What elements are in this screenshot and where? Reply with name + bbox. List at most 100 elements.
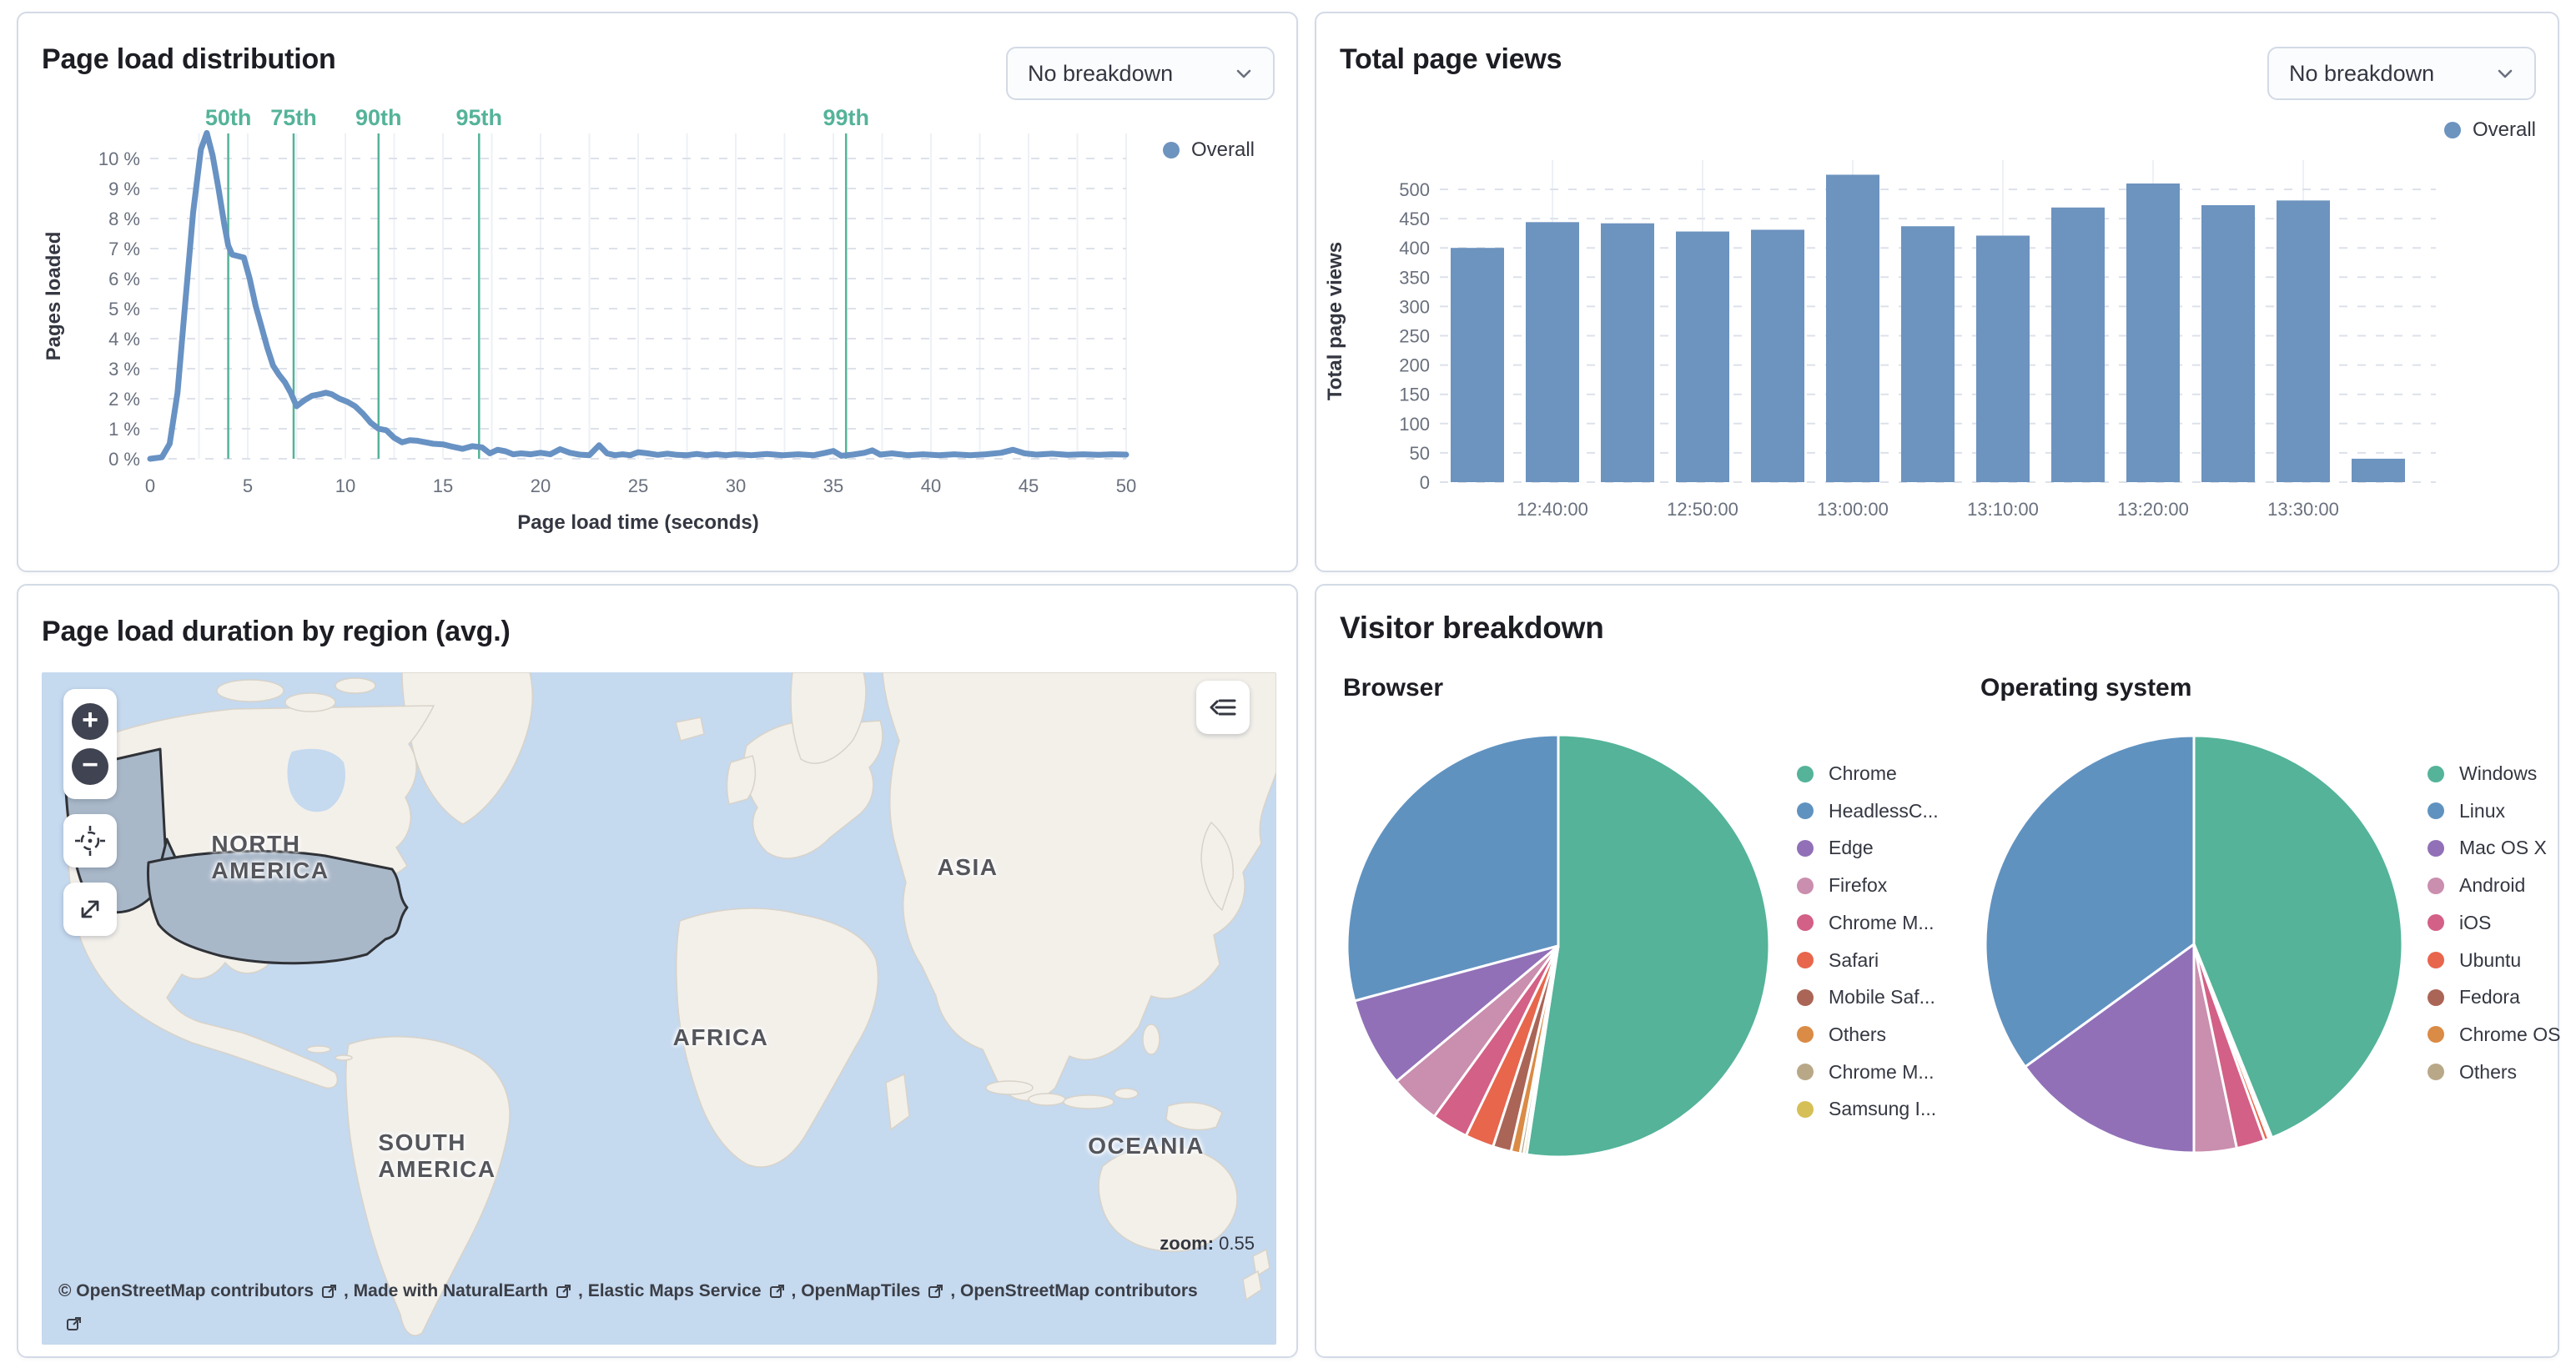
external-link-icon — [769, 1285, 784, 1298]
svg-text:9 %: 9 % — [108, 179, 140, 199]
legend-item-Chrome OS[interactable]: Chrome OS — [2428, 1024, 2560, 1046]
panel-page-load-distribution: Page load distribution No breakdown 0 % 1… — [17, 12, 1298, 572]
bar-13:25:00 — [2201, 204, 2255, 483]
legend-item-Chrome M...[interactable]: Chrome M... — [1797, 1061, 1935, 1084]
legend-dot — [1797, 988, 1814, 1006]
svg-text:300: 300 — [1399, 296, 1430, 317]
svg-text:13:20:00: 13:20:00 — [2117, 499, 2189, 520]
attribution-link[interactable]: © OpenStreetMap contributors — [58, 1281, 314, 1300]
zoom-out-button[interactable]: − — [72, 748, 108, 785]
pie-slice-Chrome[interactable] — [1525, 733, 1771, 1159]
attribution-link[interactable]: OpenStreetMap contributors — [960, 1281, 1198, 1300]
legend-item-Others[interactable]: Others — [1797, 1024, 1886, 1046]
map-attribution[interactable]: © OpenStreetMap contributors, Made with … — [58, 1281, 1198, 1300]
map-attribution-overflow[interactable] — [58, 1315, 88, 1333]
legend-item-Fedora[interactable]: Fedora — [2428, 986, 2520, 1008]
zoom-in-button[interactable]: + — [72, 703, 108, 740]
pie-slice-HeadlessC...[interactable] — [1346, 733, 1560, 1003]
legend-item-Ubuntu[interactable]: Ubuntu — [2428, 949, 2521, 972]
bar-13:00:00 — [1826, 174, 1879, 482]
legend-item-Linux[interactable]: Linux — [2428, 800, 2505, 822]
pie-slice-Others[interactable] — [2192, 943, 2273, 1139]
legend-label: HeadlessC... — [1829, 799, 1939, 822]
expand-button[interactable] — [63, 883, 117, 936]
browser-pie-chart — [1346, 733, 1771, 1159]
legend-item-Chrome M...[interactable]: Chrome M... — [1797, 912, 1935, 934]
bar-12:35:00 — [1451, 248, 1504, 482]
legend-dot — [2428, 839, 2444, 857]
legend-label: iOS — [2459, 911, 2492, 933]
legend-dot — [1797, 839, 1814, 857]
crosshair-icon — [75, 826, 105, 856]
page-title: Page load duration by region (avg.) — [42, 616, 511, 647]
svg-text:13:00:00: 13:00:00 — [1817, 499, 1889, 520]
legend-label: Others — [2459, 1060, 2518, 1083]
legend-item-overall[interactable]: Overall — [2443, 118, 2536, 142]
breakdown-select-value: No breakdown — [2289, 60, 2435, 86]
external-link-icon — [322, 1285, 336, 1298]
svg-text:450: 450 — [1399, 209, 1430, 229]
legend-label: Android — [2459, 874, 2526, 897]
pie-slice-Windows[interactable] — [2192, 734, 2404, 1139]
svg-text:50: 50 — [1116, 475, 1136, 496]
svg-text:5 %: 5 % — [108, 299, 140, 319]
chevron-down-icon — [2498, 69, 2513, 78]
svg-text:0 %: 0 % — [108, 449, 140, 470]
legend-dot — [2428, 877, 2444, 894]
legend-item-Chrome[interactable]: Chrome — [1797, 762, 1897, 785]
legend-item-Samsung I...[interactable]: Samsung I... — [1797, 1098, 1936, 1120]
legend-dot — [1162, 142, 1180, 158]
legend-item-Others[interactable]: Others — [2428, 1061, 2517, 1084]
attribution-link[interactable]: Made with NaturalEarth — [353, 1281, 549, 1300]
legend-dot — [1797, 1100, 1814, 1118]
svg-text:1 %: 1 % — [108, 419, 140, 440]
legend-label: Others — [1829, 1023, 1887, 1045]
legend-dot — [2428, 802, 2444, 820]
breakdown-select[interactable]: No breakdown — [2267, 47, 2536, 100]
svg-text:10 %: 10 % — [98, 148, 140, 169]
legend-item-Edge[interactable]: Edge — [1797, 837, 1874, 859]
legend-dot — [2428, 765, 2444, 782]
legend-dot — [2428, 988, 2444, 1006]
pie-slice-Linux[interactable] — [1984, 734, 2196, 1069]
pie-slice-Edge[interactable] — [1353, 944, 1560, 1083]
legend-item-Windows[interactable]: Windows — [2428, 762, 2537, 785]
map-label-asia: ASIA — [937, 854, 999, 880]
pie-slice-Samsung I...[interactable] — [1522, 944, 1560, 1156]
legend-item-Android[interactable]: Android — [2428, 874, 2525, 897]
external-link-icon — [928, 1285, 943, 1298]
legend-item-HeadlessC...[interactable]: HeadlessC... — [1797, 800, 1939, 822]
legend-dot — [2428, 1026, 2444, 1044]
legend-item-Mobile Saf...[interactable]: Mobile Saf... — [1797, 986, 1935, 1008]
bar-13:30:00 — [2277, 200, 2330, 482]
legend-label: Overall — [1190, 138, 1255, 161]
legend-item-Firefox[interactable]: Firefox — [1797, 874, 1887, 897]
pie-slice-Mac OS X[interactable] — [2024, 943, 2196, 1154]
svg-text:6 %: 6 % — [108, 269, 140, 289]
collapse-legend-button[interactable] — [1196, 681, 1250, 734]
svg-text:350: 350 — [1399, 267, 1430, 288]
map-label-africa: AFRICA — [672, 1024, 769, 1050]
page-title: Visitor breakdown — [1340, 611, 1604, 645]
legend-item-iOS[interactable]: iOS — [2428, 912, 2491, 934]
page-title: Total page views — [1340, 43, 1562, 75]
map-canvas — [63, 672, 1276, 1336]
breakdown-select[interactable]: No breakdown — [1006, 47, 1275, 100]
bar-12:50:00 — [1676, 231, 1729, 482]
world-map[interactable]: NORTH AMERICA SOUTH AMERICA AFRICA ASIA OC… — [42, 672, 1276, 1345]
svg-text:50th: 50th — [205, 105, 252, 130]
attribution-link[interactable]: Elastic Maps Service — [587, 1281, 762, 1300]
legend-item-Mac OS X[interactable]: Mac OS X — [2428, 837, 2547, 859]
bar-12:55:00 — [1751, 229, 1804, 482]
attribution-link[interactable]: OpenMapTiles — [801, 1281, 921, 1300]
legend-item-Safari[interactable]: Safari — [1797, 949, 1879, 972]
collapse-legend-icon — [1210, 699, 1236, 716]
locate-button[interactable] — [63, 814, 117, 868]
legend-item-overall[interactable]: Overall — [1162, 138, 1255, 162]
map-label-oceania: OCEANIA — [1088, 1133, 1205, 1159]
svg-text:400: 400 — [1399, 238, 1430, 259]
page-title: Page load distribution — [42, 43, 336, 75]
breakdown-select-value: No breakdown — [1028, 60, 1174, 86]
diagonal-expand-icon — [81, 900, 99, 918]
